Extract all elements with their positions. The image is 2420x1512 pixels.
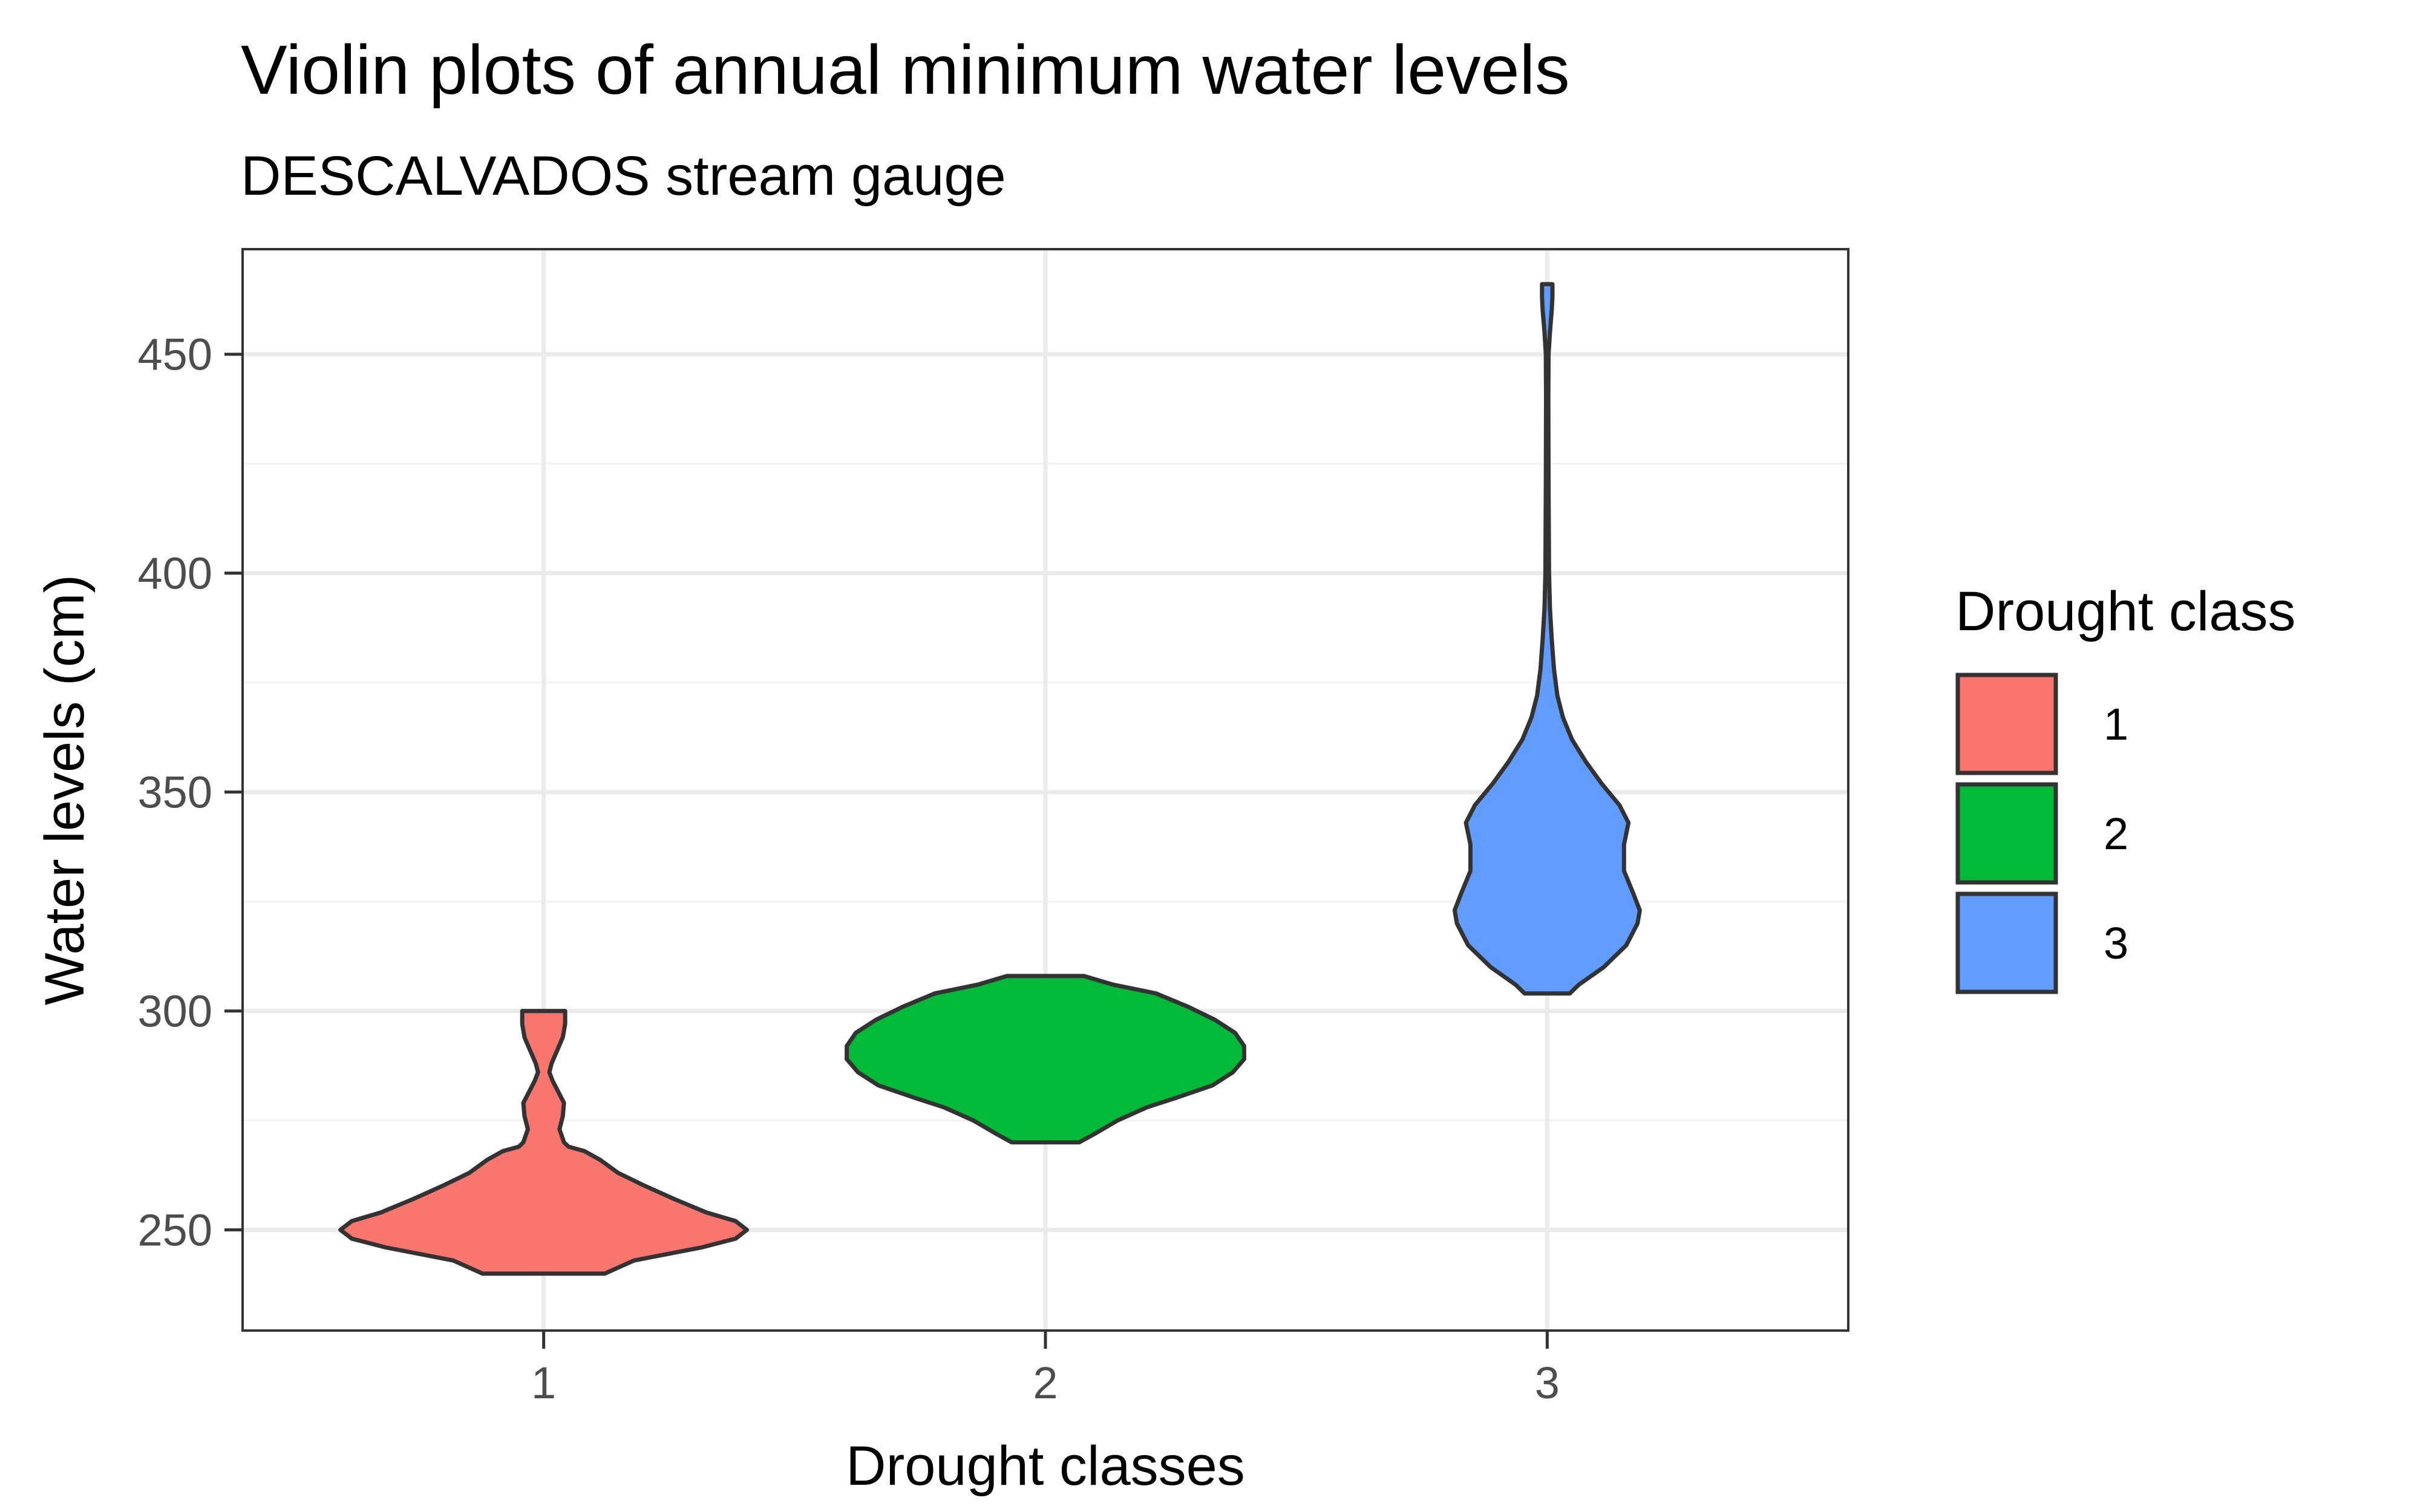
legend-key-2 [1955, 782, 2058, 885]
x-tick-label: 1 [531, 1358, 556, 1408]
violin-class-3 [1452, 282, 1642, 996]
chart-subtitle: DESCALVADOS stream gauge [241, 145, 1006, 207]
legend-label: 2 [2104, 809, 2128, 859]
x-tick-label: 2 [1033, 1358, 1058, 1408]
legend-label: 3 [2104, 918, 2128, 968]
violin-class-2 [845, 974, 1246, 1145]
x-tick-label: 3 [1535, 1358, 1560, 1408]
y-tick-label: 350 [138, 767, 212, 818]
y-tick-label: 300 [138, 986, 212, 1037]
violin-class-1 [338, 1009, 749, 1276]
y-axis: 250 300 350 400 450 [138, 330, 243, 1256]
x-axis-title: Drought classes [846, 1435, 1245, 1497]
violins [338, 282, 1642, 1276]
y-tick-label: 400 [138, 549, 212, 599]
legend: Drought class 1 2 3 [1955, 581, 2295, 994]
legend-title: Drought class [1955, 581, 2295, 642]
y-tick-label: 450 [138, 330, 212, 380]
chart-title: Violin plots of annual minimum water lev… [241, 31, 1570, 109]
legend-key-3 [1955, 891, 2058, 994]
x-axis: 1 2 3 [531, 1331, 1560, 1408]
legend-key-1 [1955, 673, 2058, 775]
legend-label: 1 [2104, 699, 2128, 749]
y-axis-title: Water levels (cm) [34, 575, 96, 1005]
y-tick-label: 250 [138, 1205, 212, 1256]
legend-keys: 1 2 3 [1955, 673, 2128, 994]
